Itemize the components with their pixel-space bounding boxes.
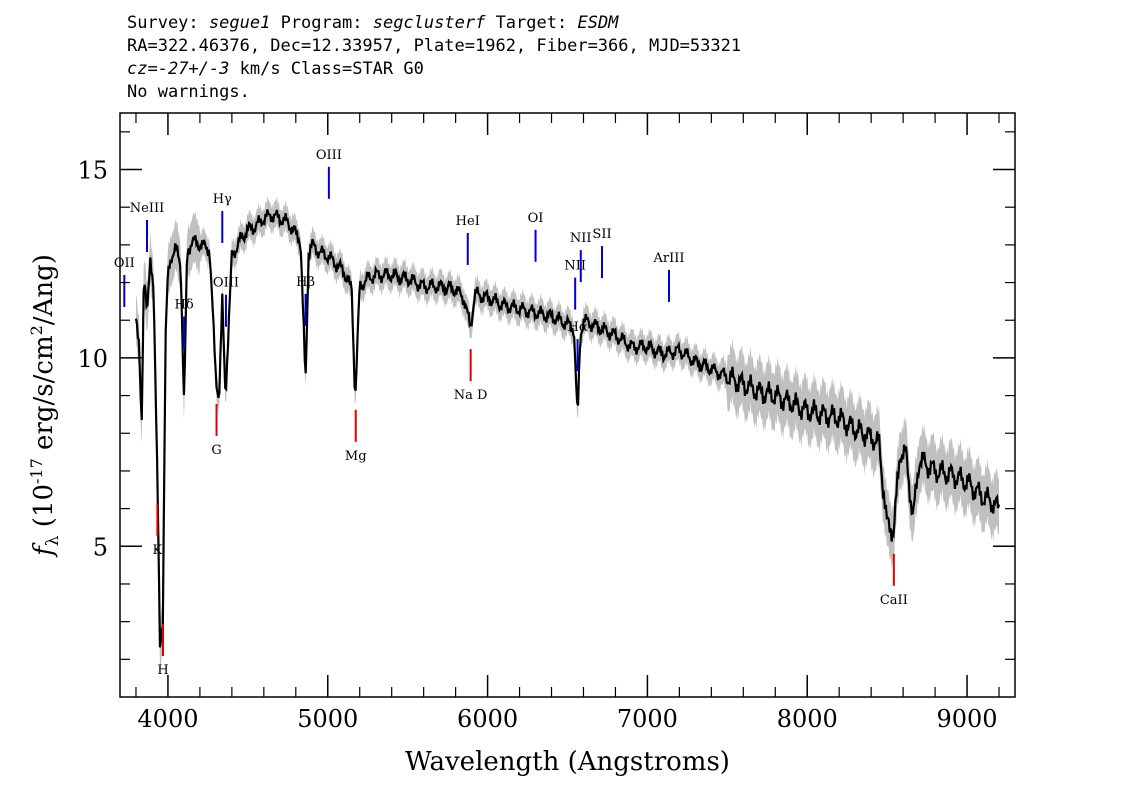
x-tick-label: 6000	[457, 705, 518, 733]
absorption-line-label: CaII	[880, 593, 908, 608]
emission-line-label: OII	[114, 256, 135, 271]
program-label: Program:	[280, 13, 363, 33]
header-line-warnings: No warnings.	[127, 82, 250, 102]
header-line-survey: Survey: segue1 Program: segclusterf Targ…	[127, 12, 741, 35]
flux-line	[134, 209, 1001, 648]
cz-label: cz=	[127, 59, 158, 79]
header-line-coordinates: RA=322.46376, Dec=12.33957, Plate=1962, …	[127, 36, 742, 56]
emission-line-label: SII	[592, 227, 611, 242]
absorption-line-label: Na D	[454, 388, 488, 403]
emission-line-label: Hγ	[213, 192, 232, 207]
emission-line-label: OIII	[316, 148, 342, 163]
axes: 4000 5000 6000 7000 8000 9000 5 10 15	[77, 113, 1015, 733]
absorption-line-label: G	[211, 443, 221, 458]
x-tick-label: 5000	[297, 705, 358, 733]
flux-series	[134, 209, 1001, 648]
cz-value: -27+/-3	[157, 59, 230, 79]
emission-line-label: NII	[570, 231, 592, 246]
absorption-line-label: Mg	[345, 449, 367, 464]
absorption-line-label: H	[157, 663, 168, 678]
emission-line-label: Hδ	[175, 297, 194, 312]
emission-line-label: HeI	[456, 214, 480, 229]
survey-label: Survey:	[127, 13, 199, 33]
class-text: km/s Class=STAR G0	[239, 59, 424, 79]
emission-line-label: OIII	[213, 276, 239, 291]
emission-line-label: NeIII	[130, 201, 164, 216]
emission-line-label: NII	[564, 259, 586, 274]
program-value: segclusterf	[372, 13, 486, 33]
x-tick-label: 9000	[937, 705, 998, 733]
spectrum-header: Survey: segue1 Program: segclusterf Targ…	[127, 12, 741, 104]
x-tick-label: 7000	[617, 705, 678, 733]
error-band-area	[135, 196, 1000, 672]
emission-line-label: OI	[528, 211, 544, 226]
x-tick-label: 8000	[777, 705, 838, 733]
target-label: Target:	[495, 13, 568, 33]
y-tick-label: 10	[77, 345, 108, 373]
y-tick-label: 5	[93, 533, 108, 561]
emission-line-label: Hβ	[296, 275, 315, 290]
x-axis-label: Wavelength (Angstroms)	[405, 747, 730, 777]
target-value: ESDM	[577, 13, 619, 33]
y-tick-label: 15	[77, 157, 108, 185]
absorption-line-label: K	[153, 543, 163, 558]
x-tick-label: 4000	[137, 705, 198, 733]
y-axis-label: fλ (10-17 erg/s/cm2/Ang)	[27, 254, 63, 558]
survey-value: segue1	[208, 13, 271, 33]
error-band	[135, 196, 1000, 672]
plot-frame	[119, 112, 1016, 698]
emission-line-label: ArIII	[652, 251, 684, 266]
header-line-redshift: cz=-27+/-3 km/s Class=STAR G0	[127, 58, 741, 81]
emission-line-label: Hα	[568, 320, 588, 335]
